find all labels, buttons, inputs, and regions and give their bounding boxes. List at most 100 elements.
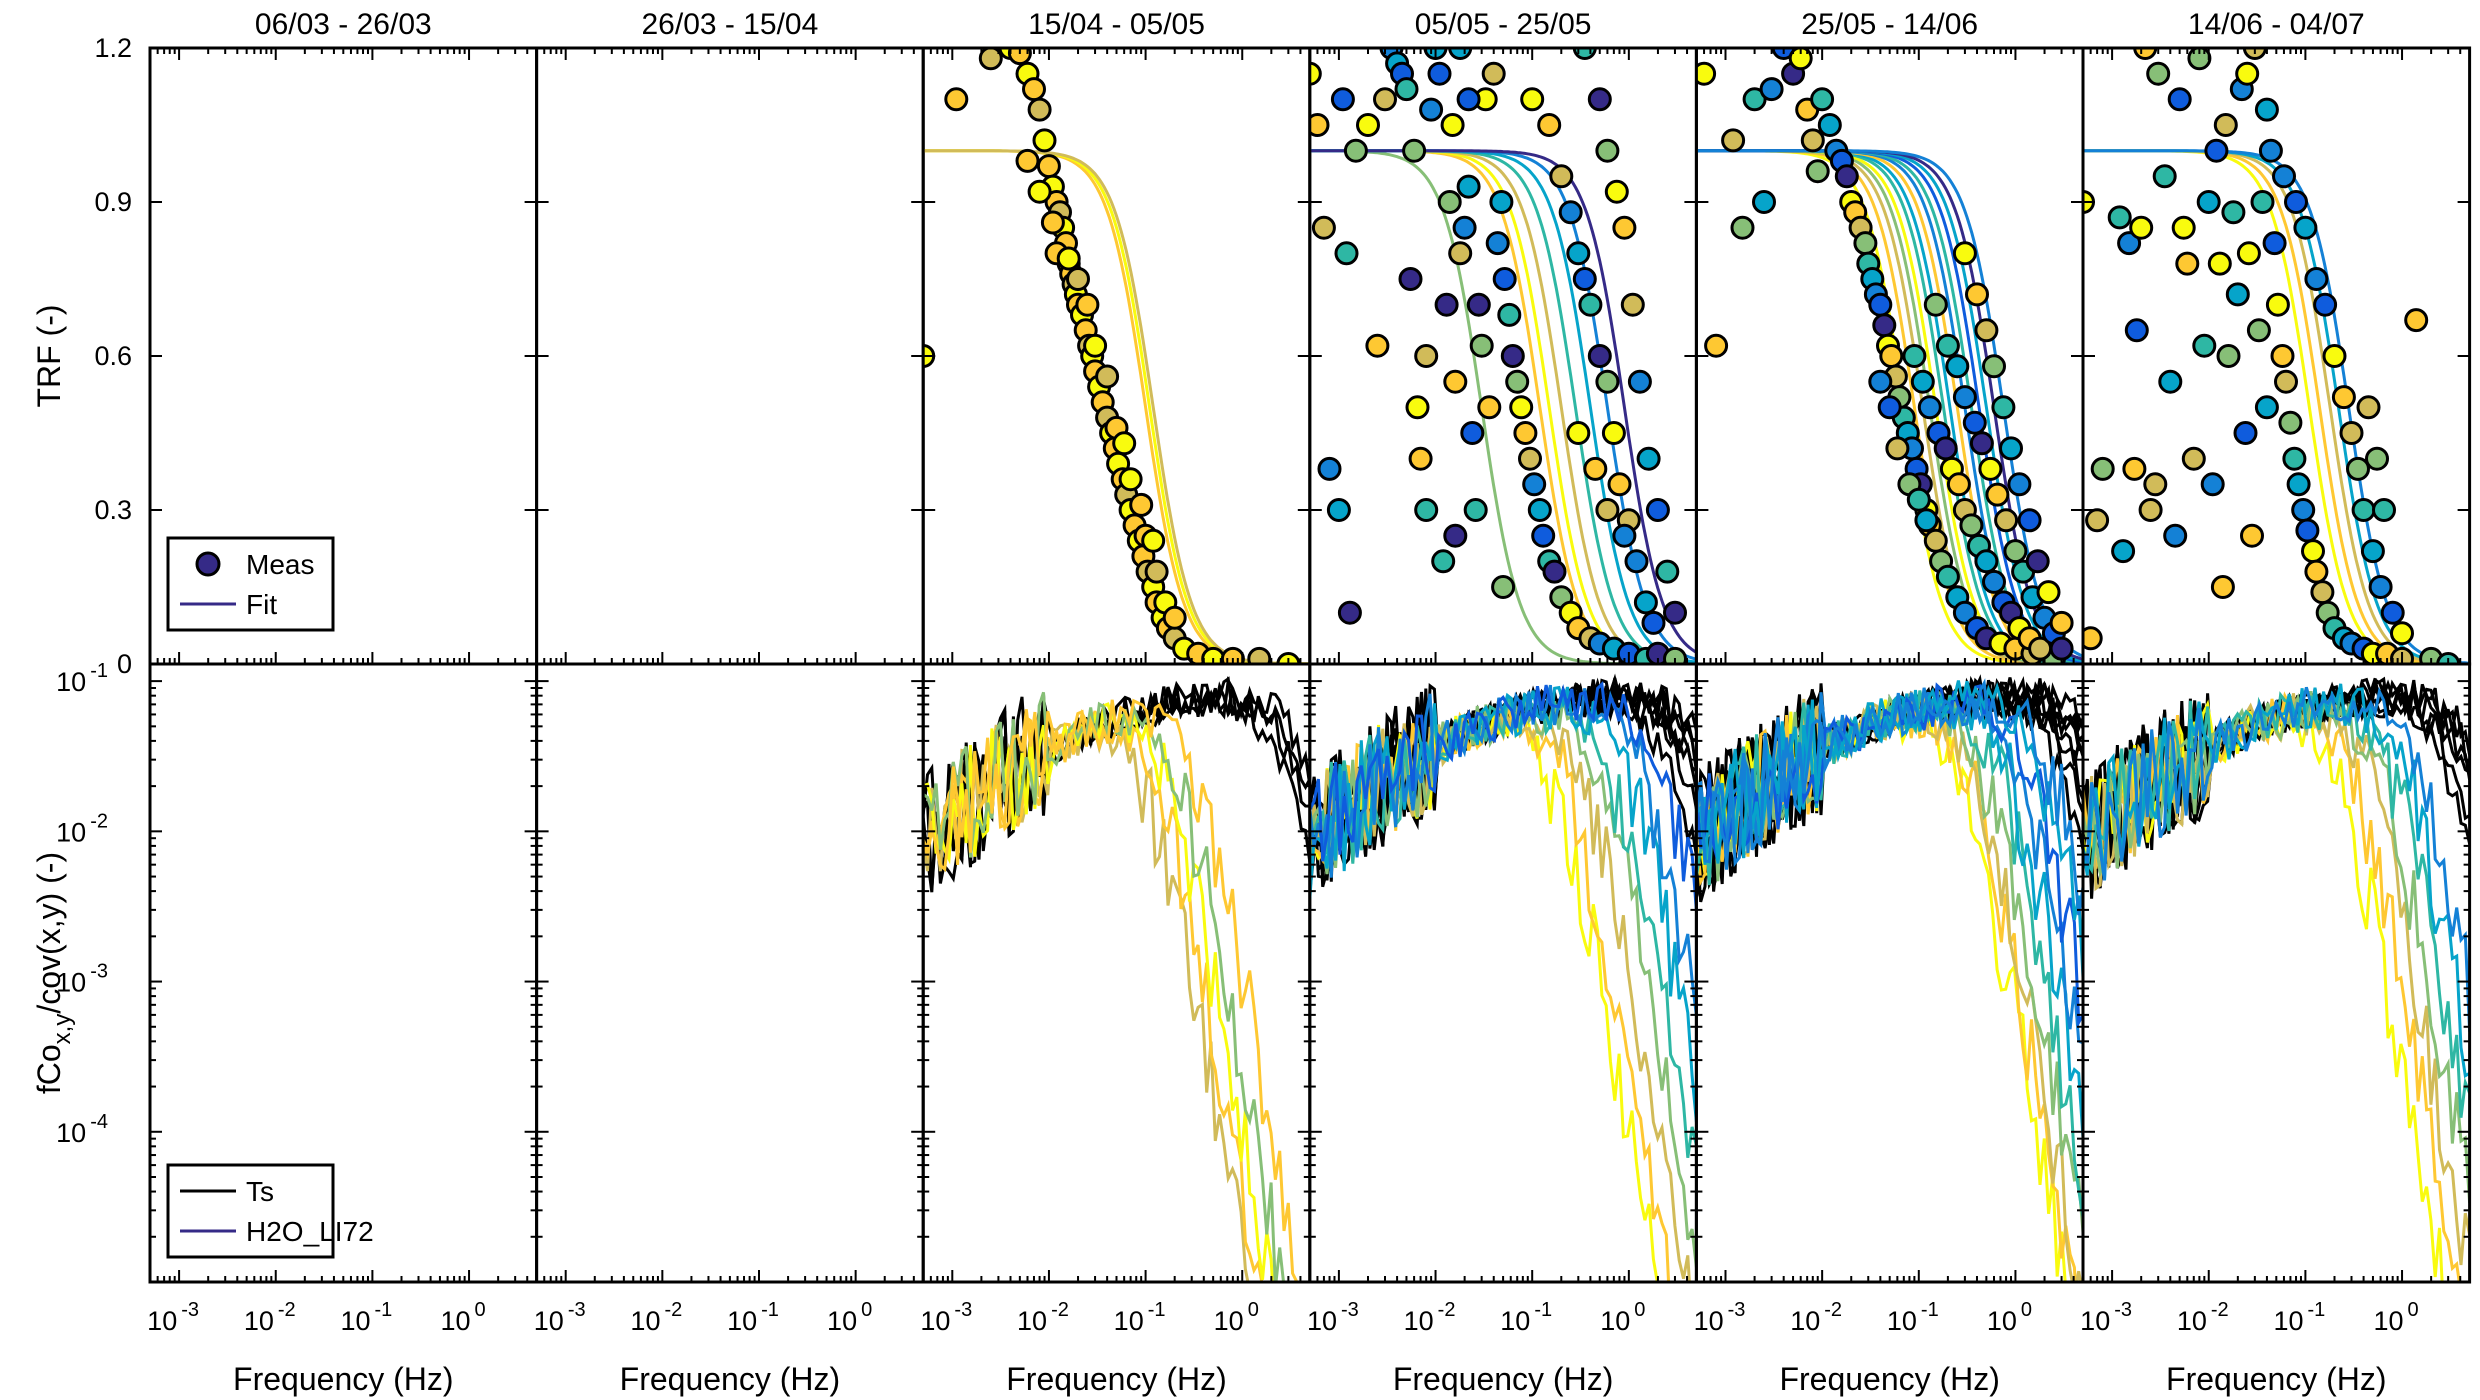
meas-point [1595, 498, 1620, 522]
x-tick-exponent: -3 [1341, 1299, 1359, 1321]
meas-point [1414, 498, 1439, 522]
y-tick-exponent: -4 [90, 1111, 108, 1133]
panel-title: 26/03 - 15/04 [641, 8, 818, 41]
meas-point [1604, 179, 1629, 204]
meas-point [1434, 292, 1459, 317]
bottom-y-tick-label: 10 -4 [56, 1111, 108, 1148]
legend-box [166, 536, 335, 632]
y-tick-exponent: -3 [90, 961, 108, 983]
meas-point [2025, 549, 2050, 574]
cospectra-plot-area [1309, 673, 1697, 1282]
ylabel-subscript: x,y [49, 1014, 76, 1045]
meas-point [1317, 456, 1342, 481]
meas-point [1636, 446, 1661, 471]
meas-point [1583, 456, 1608, 481]
meas-point [1309, 61, 1322, 86]
cospectra-plot-area [1696, 674, 2084, 1282]
h2o-cospectrum [2083, 690, 2470, 1118]
meas-point [1991, 395, 2016, 420]
meas-point [1595, 138, 1620, 163]
meas-point [2181, 446, 2206, 471]
meas-point [2313, 292, 2338, 317]
meas-point [2200, 472, 2225, 497]
x-axis-label: Frequency (Hz) [1393, 1361, 1614, 1397]
x-tick-exponent: -3 [1728, 1299, 1746, 1321]
panel-title: 15/04 - 05/05 [1028, 8, 1205, 41]
meas-point [1868, 292, 1893, 317]
meas-point [1477, 395, 1502, 420]
meas-point [1612, 215, 1637, 240]
meas-point [2216, 344, 2241, 368]
meas-point [1952, 385, 1977, 410]
panel-2: 10 -3 10 -2 10 -1 10 0 [534, 46, 925, 1336]
meas-point [1452, 215, 1477, 240]
x-axis-label: Frequency (Hz) [2166, 1361, 2387, 1397]
meas-point [1075, 292, 1100, 317]
trf-plot-area [1696, 48, 2084, 664]
meas-point [1607, 472, 1632, 497]
panel-title: 06/03 - 26/03 [255, 8, 432, 41]
panel-5: 10 -3 10 -2 10 -1 10 0 [1694, 46, 2085, 1336]
x-tick-exponent: -2 [1824, 1299, 1842, 1321]
meas-point [1982, 354, 2006, 379]
meas-point [2301, 539, 2325, 564]
top-y-tick-label: 0.6 [94, 341, 132, 371]
meas-point [2240, 523, 2264, 548]
x-tick-exponent: -3 [954, 1299, 972, 1321]
meas-point [1027, 97, 1052, 122]
y-tick-base: 10 [56, 667, 86, 697]
panel-4: 10 -3 10 -2 10 -1 10 0 [1307, 46, 1698, 1336]
meas-point [1935, 564, 1960, 589]
meas-point [2107, 205, 2132, 230]
meas-point [2171, 215, 2196, 240]
x-tick-base: 10 [1987, 1306, 2017, 1336]
meas-point [1999, 436, 2023, 461]
meas-point [2158, 369, 2183, 394]
meas-point [1437, 190, 1462, 214]
meas-point [2049, 636, 2074, 661]
top-y-tick-label: 0.9 [94, 187, 132, 217]
x-tick-exponent: -1 [1534, 1299, 1552, 1321]
x-tick-label: 10 -3 [1307, 1299, 1359, 1336]
x-tick-exponent: -3 [568, 1299, 586, 1321]
meas-point [1645, 498, 1670, 522]
meas-point [1959, 513, 1984, 538]
meas-point [1759, 77, 1784, 102]
x-tick-base: 10 [440, 1306, 470, 1336]
meas-point [1022, 77, 1046, 102]
meas-point [1531, 523, 1556, 548]
meas-point [2204, 138, 2229, 163]
meas-point [1311, 215, 1336, 240]
meas-point [1620, 292, 1645, 317]
bottom-y-tick-label: 10 -2 [56, 810, 108, 847]
meas-point [2390, 621, 2414, 646]
meas-point [1923, 528, 1948, 553]
x-tick-label: 10 -3 [534, 1299, 586, 1336]
meas-point [2293, 215, 2318, 240]
meas-point [1595, 369, 1620, 394]
meas-point [1601, 421, 1626, 445]
y-tick-base: 10 [56, 968, 86, 998]
y-tick-base: 10 [56, 817, 86, 847]
meas-point [1834, 164, 1859, 189]
meas-point [2304, 267, 2329, 291]
x-tick-label: 10 -2 [1790, 1299, 1842, 1336]
meas-point [2036, 580, 2061, 605]
meas-point [1141, 528, 1166, 553]
x-tick-exponent: -2 [1051, 1299, 1069, 1321]
x-tick-exponent: 0 [1248, 1299, 1259, 1321]
meas-point [1587, 87, 1612, 112]
meas-point [1007, 48, 1032, 66]
legend-label: H2O_LI72 [246, 1216, 374, 1247]
meas-point [2085, 508, 2110, 533]
x-axis-label: Frequency (Hz) [1779, 1361, 2000, 1397]
meas-point [1466, 292, 1491, 317]
meas-point [1066, 267, 1090, 291]
x-tick-label: 10 -2 [1017, 1299, 1069, 1336]
meas-point [1952, 241, 1977, 266]
meas-point [2129, 215, 2154, 240]
x-tick-label: 10 -2 [244, 1299, 296, 1336]
meas-point [2310, 580, 2335, 605]
trf-plot-area [923, 48, 1310, 664]
meas-point [2192, 333, 2217, 358]
